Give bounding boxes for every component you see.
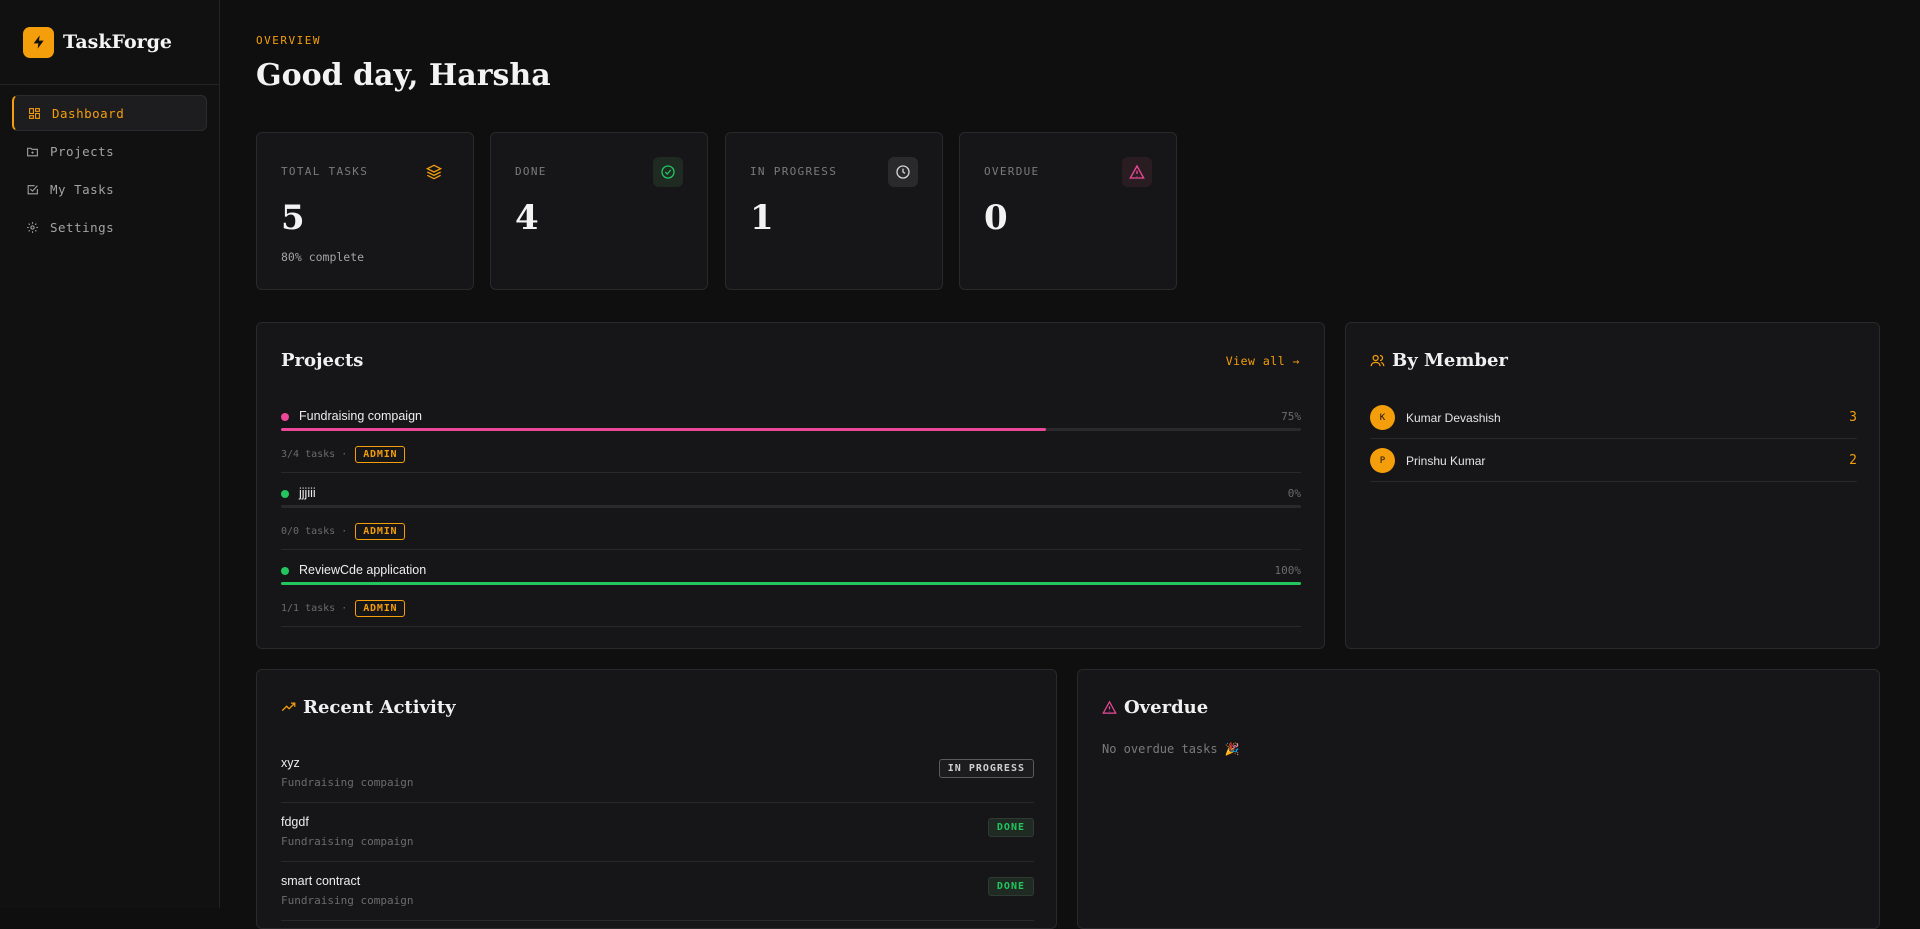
- status-badge: DONE: [987, 818, 1034, 837]
- project-name: ReviewCde application: [299, 563, 427, 577]
- activity-row[interactable]: xyz Fundraising compaign IN PROGRESS: [281, 744, 1034, 803]
- activity-row[interactable]: fdgdf Fundraising compaign DONE: [281, 803, 1034, 862]
- project-name: Fundraising compaign: [299, 409, 422, 423]
- project-row[interactable]: ReviewCde application 100% 1/1 tasks · A…: [281, 563, 1301, 627]
- users-icon: [1370, 354, 1385, 367]
- stat-label: OVERDUE: [984, 165, 1040, 178]
- project-progress-fill: [281, 428, 1046, 431]
- avatar: K: [1370, 405, 1395, 430]
- recent-activity-panel: Recent Activity xyz Fundraising compaign…: [256, 669, 1057, 929]
- stat-card-in-progress: IN PROGRESS 1: [725, 132, 943, 290]
- project-meta: 1/1 tasks · ADMIN: [281, 600, 406, 617]
- project-meta: 3/4 tasks · ADMIN: [281, 446, 406, 463]
- sidebar-item-label: Dashboard: [52, 105, 125, 121]
- project-color-dot: [281, 413, 289, 421]
- role-badge: ADMIN: [355, 446, 406, 463]
- bolt-icon: [23, 26, 54, 58]
- stat-card-total: TOTAL TASKS 5 80% complete: [256, 132, 474, 290]
- stat-value: 1: [750, 198, 774, 238]
- sidebar-item-dashboard[interactable]: Dashboard: [12, 95, 207, 131]
- stat-value: 4: [515, 198, 539, 238]
- member-name: Kumar Devashish: [1406, 410, 1501, 425]
- stat-label: IN PROGRESS: [750, 165, 838, 178]
- status-badge: IN PROGRESS: [938, 759, 1034, 778]
- by-member-title-text: By Member: [1392, 350, 1508, 371]
- project-percent: 75%: [1281, 410, 1301, 423]
- member-row[interactable]: K Kumar Devashish 3: [1370, 397, 1857, 439]
- sidebar-item-label: Settings: [50, 219, 115, 235]
- project-task-count: 3/4 tasks ·: [281, 449, 348, 460]
- overdue-title-text: Overdue: [1124, 697, 1209, 718]
- sidebar-item-label: My Tasks: [50, 181, 115, 197]
- stat-value: 0: [984, 198, 1008, 238]
- member-row[interactable]: P Prinshu Kumar 2: [1370, 440, 1857, 482]
- project-name: jjjiii: [299, 486, 316, 500]
- app-name: TaskForge: [63, 31, 172, 53]
- check-circle-icon: [653, 157, 683, 187]
- activity-project: Fundraising compaign: [281, 776, 414, 789]
- gear-icon: [27, 221, 38, 233]
- project-task-count: 1/1 tasks ·: [281, 603, 348, 614]
- project-progress-bar: [281, 505, 1301, 508]
- recent-activity-title-text: Recent Activity: [303, 697, 456, 718]
- activity-row[interactable]: smart contract Fundraising compaign DONE: [281, 862, 1034, 921]
- member-name: Prinshu Kumar: [1406, 453, 1486, 468]
- folder-icon: [27, 147, 38, 156]
- projects-title: Projects: [281, 350, 364, 371]
- page-eyebrow: OVERVIEW: [256, 34, 321, 47]
- project-row[interactable]: Fundraising compaign 75% 3/4 tasks · ADM…: [281, 409, 1301, 473]
- by-member-panel: By Member K Kumar Devashish 3 P Prinshu …: [1345, 322, 1880, 649]
- warning-icon: [1122, 157, 1152, 187]
- status-badge: DONE: [987, 877, 1034, 896]
- projects-panel: Projects View all → Fundraising compaign…: [256, 322, 1325, 649]
- project-color-dot: [281, 490, 289, 498]
- stat-label: TOTAL TASKS: [281, 165, 369, 178]
- role-badge: ADMIN: [355, 523, 406, 540]
- project-progress-fill: [281, 582, 1301, 585]
- page-title: Good day, Harsha: [256, 58, 551, 93]
- sidebar-item-label: Projects: [50, 143, 115, 159]
- project-percent: 100%: [1274, 564, 1302, 577]
- sidebar-nav: Dashboard Projects My Tasks Settings: [0, 85, 219, 257]
- stat-card-overdue: OVERDUE 0: [959, 132, 1177, 290]
- clock-icon: [888, 157, 918, 187]
- project-percent: 0%: [1287, 487, 1301, 500]
- recent-activity-title: Recent Activity: [281, 697, 456, 718]
- member-count: 3: [1849, 410, 1857, 425]
- activity-title: xyz: [281, 756, 300, 770]
- stat-value: 5: [281, 198, 305, 238]
- empty-state-text: No overdue tasks 🎉: [1102, 742, 1240, 756]
- by-member-title: By Member: [1370, 350, 1508, 371]
- sidebar: TaskForge Dashboard Projects My Tasks Se…: [0, 0, 220, 908]
- member-count: 2: [1849, 453, 1857, 468]
- dashboard-icon: [29, 107, 40, 119]
- overdue-panel: Overdue No overdue tasks 🎉: [1077, 669, 1880, 929]
- activity-title: smart contract: [281, 874, 361, 888]
- checkbox-icon: [27, 184, 38, 194]
- project-progress-bar: [281, 428, 1301, 431]
- avatar: P: [1370, 448, 1395, 473]
- trending-up-icon: [281, 702, 296, 712]
- overdue-title: Overdue: [1102, 697, 1208, 718]
- stat-sub: 80% complete: [281, 250, 365, 264]
- stat-card-done: DONE 4: [490, 132, 708, 290]
- layers-icon: [419, 157, 449, 187]
- role-badge: ADMIN: [355, 600, 406, 617]
- project-row[interactable]: jjjiii 0% 0/0 tasks · ADMIN: [281, 486, 1301, 550]
- sidebar-item-my-tasks[interactable]: My Tasks: [12, 171, 207, 207]
- view-all-link[interactable]: View all →: [1225, 354, 1300, 368]
- sidebar-item-projects[interactable]: Projects: [12, 133, 207, 169]
- project-progress-bar: [281, 582, 1301, 585]
- sidebar-item-settings[interactable]: Settings: [12, 209, 207, 245]
- brand[interactable]: TaskForge: [0, 0, 219, 85]
- stat-label: DONE: [515, 165, 547, 178]
- activity-project: Fundraising compaign: [281, 835, 414, 848]
- activity-title: fdgdf: [281, 815, 309, 829]
- warning-icon: [1102, 700, 1117, 714]
- project-meta: 0/0 tasks · ADMIN: [281, 523, 406, 540]
- activity-project: Fundraising compaign: [281, 894, 414, 907]
- project-color-dot: [281, 567, 289, 575]
- project-task-count: 0/0 tasks ·: [281, 526, 348, 537]
